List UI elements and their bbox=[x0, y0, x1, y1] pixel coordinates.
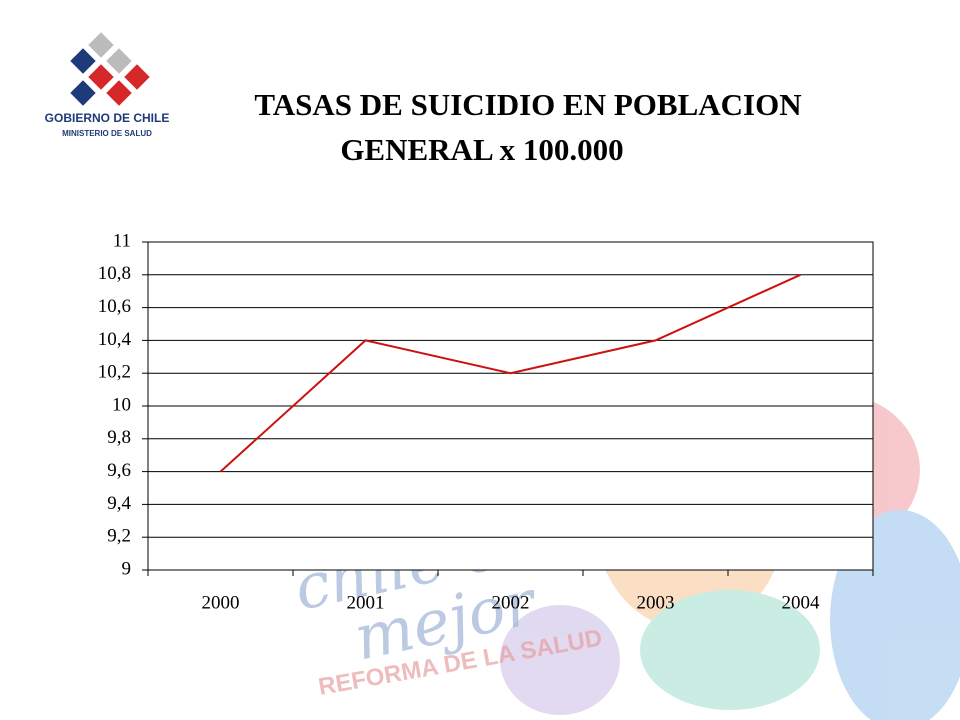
chart-title: GENERAL x 100.000 bbox=[340, 132, 623, 167]
y-tick-label: 10,8 bbox=[98, 263, 131, 284]
logo-subtitle: MINISTERIO DE SALUD bbox=[62, 129, 152, 138]
x-tick-label: 2002 bbox=[492, 592, 530, 613]
data-line bbox=[219, 273, 801, 473]
chart-title: TASAS DE SUICIDIO EN POBLACION bbox=[254, 87, 801, 122]
y-tick-label: 10,2 bbox=[98, 362, 131, 383]
y-tick-label: 9,6 bbox=[107, 460, 131, 481]
y-tick-label: 10,6 bbox=[98, 296, 131, 317]
y-tick-label: 11 bbox=[113, 230, 131, 251]
logo-name: GOBIERNO DE CHILE bbox=[45, 111, 170, 125]
logo-mark bbox=[70, 32, 150, 106]
x-tick-label: 2001 bbox=[347, 592, 385, 613]
y-tick-label: 9,4 bbox=[107, 493, 131, 514]
x-tick-label: 2003 bbox=[637, 592, 675, 613]
x-tick-label: 2004 bbox=[782, 592, 821, 613]
y-tick-label: 9,2 bbox=[107, 526, 131, 547]
y-tick-label: 10 bbox=[112, 394, 131, 415]
x-tick-label: 2000 bbox=[202, 592, 240, 613]
y-tick-label: 9,8 bbox=[107, 427, 131, 448]
y-tick-label: 9 bbox=[122, 558, 132, 579]
y-tick-label: 10,4 bbox=[98, 329, 132, 350]
